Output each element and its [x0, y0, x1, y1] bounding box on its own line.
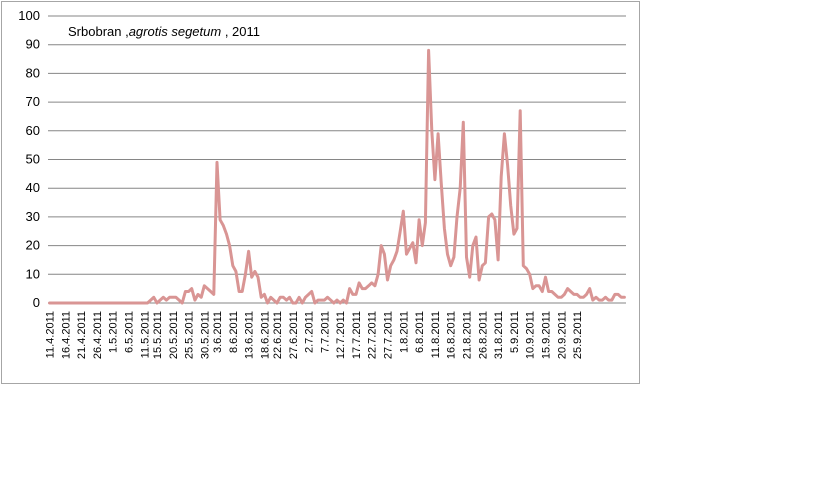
- x-tick-label: 3.6.2011: [212, 311, 224, 353]
- gridlines: [48, 15, 626, 304]
- x-tick-label: 15.5.2011: [152, 311, 164, 359]
- x-tick-label: 6.5.2011: [124, 311, 136, 353]
- x-tick-label: 13.6.2011: [244, 311, 256, 359]
- x-tick-label: 27.7.2011: [383, 311, 395, 359]
- y-tick-label: 90: [26, 37, 40, 52]
- x-tick-label: 27.6.2011: [288, 311, 300, 359]
- x-tick-label: 11.8.2011: [430, 311, 442, 358]
- chart-title: Srbobran ,agrotis segetum , 2011: [68, 24, 260, 39]
- x-tick-label: 26.8.2011: [477, 311, 489, 359]
- x-tick-label: 21.4.2011: [76, 311, 88, 359]
- x-tick-label: 12.7.2011: [335, 311, 347, 359]
- x-tick-label: 22.6.2011: [272, 311, 284, 359]
- x-tick-label: 5.9.2011: [509, 311, 521, 353]
- x-tick-label: 20.9.2011: [556, 311, 568, 359]
- x-tick-label: 25.5.2011: [184, 311, 196, 359]
- y-tick-label: 60: [26, 123, 40, 138]
- x-tick-label: 30.5.2011: [199, 311, 211, 359]
- x-tick-label: 25.9.2011: [572, 311, 584, 359]
- y-tick-label: 10: [26, 266, 40, 281]
- y-tick-label: 0: [33, 295, 40, 310]
- x-tick-label: 1.8.2011: [398, 311, 410, 353]
- x-tick-label: 18.6.2011: [259, 311, 271, 359]
- x-tick-label: 22.7.2011: [367, 311, 379, 359]
- x-tick-label: 20.5.2011: [168, 311, 180, 359]
- y-tick-label: 30: [26, 209, 40, 224]
- x-tick-label: 8.6.2011: [228, 311, 240, 353]
- chart-frame: [1, 1, 640, 384]
- y-tick-label: 40: [26, 180, 40, 195]
- x-tick-label: 6.8.2011: [414, 311, 426, 353]
- x-tick-label: 7.7.2011: [319, 311, 331, 353]
- x-tick-label: 16.8.2011: [446, 311, 458, 359]
- x-tick-label: 26.4.2011: [92, 311, 104, 359]
- y-tick-label: 100: [18, 8, 40, 23]
- x-tick-label: 31.8.2011: [493, 311, 505, 359]
- x-tick-label: 17.7.2011: [351, 311, 363, 359]
- x-tick-label: 10.9.2011: [525, 311, 537, 359]
- x-axis-tick-labels: 11.4.2011 16.4.2011 21.4.2011 26.4.2011 1.5.…: [45, 311, 584, 359]
- x-tick-label: 1.5.2011: [108, 311, 120, 353]
- x-tick-label: 11.5.2011: [139, 311, 151, 358]
- y-tick-label: 50: [26, 152, 40, 167]
- x-tick-label: 15.9.2011: [541, 311, 553, 359]
- series-line: [48, 48, 626, 305]
- x-tick-label: 2.7.2011: [304, 311, 316, 353]
- y-axis-tick-labels: 0 10 20 30 40 50 60 70 80 90 100: [18, 8, 40, 310]
- y-tick-label: 20: [26, 238, 40, 253]
- y-tick-label: 70: [26, 94, 40, 109]
- x-tick-label: 16.4.2011: [60, 311, 72, 359]
- x-tick-label: 11.4.2011: [45, 311, 57, 358]
- y-tick-label: 80: [26, 65, 40, 80]
- x-tick-label: 21.8.2011: [462, 311, 474, 359]
